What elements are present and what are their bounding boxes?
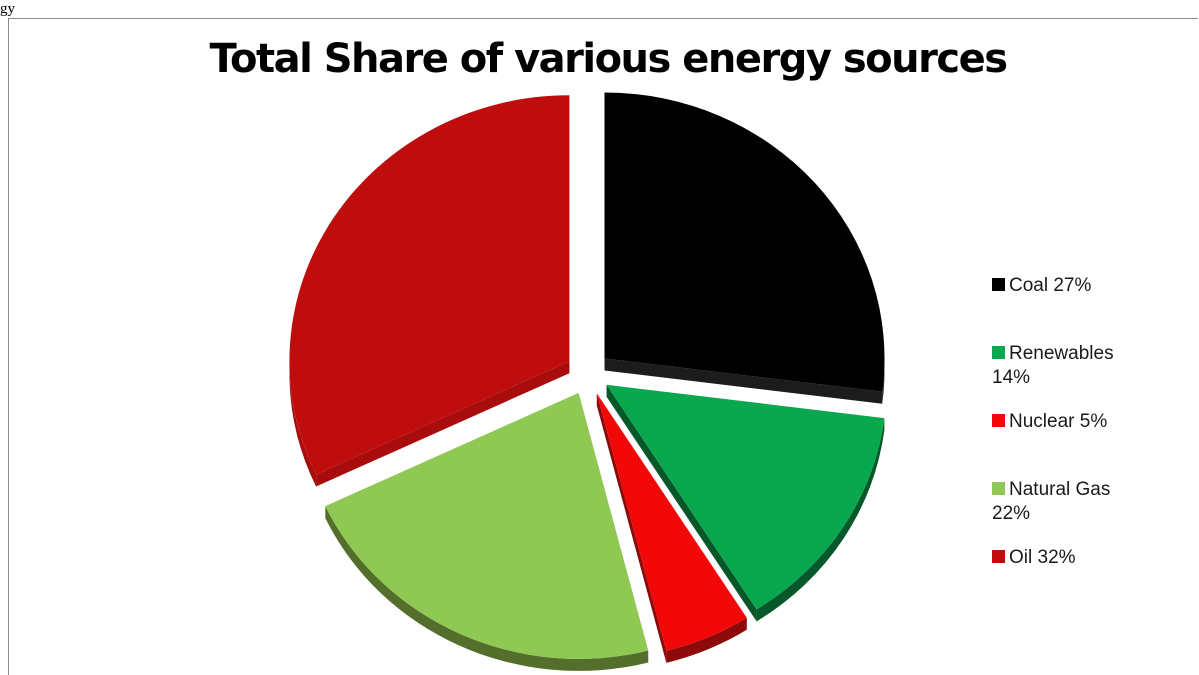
legend-swatch-natural-gas: [992, 482, 1005, 495]
legend-label-coal: Coal 27%: [1009, 275, 1092, 296]
pie-edge-renewables: [606, 384, 757, 622]
legend-item-natural-gas: Natural Gas 22%: [992, 478, 1152, 526]
pie-edge-coal: [604, 358, 883, 404]
pie-slice-renewables: [606, 384, 885, 610]
legend-item-coal: Coal 27%: [992, 274, 1192, 298]
legend-swatch-coal: [992, 278, 1005, 291]
pie-slice-natural-gas: [325, 392, 649, 659]
chart-title: Total Share of various energy sources: [209, 36, 1009, 82]
pie-slice-oil: [289, 95, 570, 475]
legend-swatch-renewables: [992, 346, 1005, 359]
pie-slice-sides: [289, 358, 885, 671]
legend-label-renewables: Renewables 14%: [992, 343, 1114, 388]
chart-frame: [8, 18, 1198, 675]
pie-side-nuclear: [666, 617, 747, 663]
pie-side-oil: [289, 361, 317, 487]
pie-slice-coal: [604, 92, 885, 392]
legend-swatch-nuclear: [992, 414, 1005, 427]
pie-slices: [289, 92, 885, 659]
pie-edge-oil: [316, 361, 570, 487]
legend-label-natural-gas: Natural Gas 22%: [992, 479, 1111, 524]
legend-item-nuclear: Nuclear 5%: [992, 410, 1192, 434]
pie-side-coal: [882, 358, 885, 404]
legend-item-renewables: Renewables 14%: [992, 342, 1152, 390]
pie-slice-nuclear: [596, 393, 747, 651]
top-caption: gy: [0, 1, 15, 17]
legend-label-nuclear: Nuclear 5%: [1009, 411, 1108, 432]
legend-label-oil: Oil 32%: [1009, 547, 1076, 568]
legend-item-oil: Oil 32%: [992, 546, 1192, 570]
pie-edge-nuclear: [596, 393, 667, 663]
legend-swatch-oil: [992, 550, 1005, 563]
